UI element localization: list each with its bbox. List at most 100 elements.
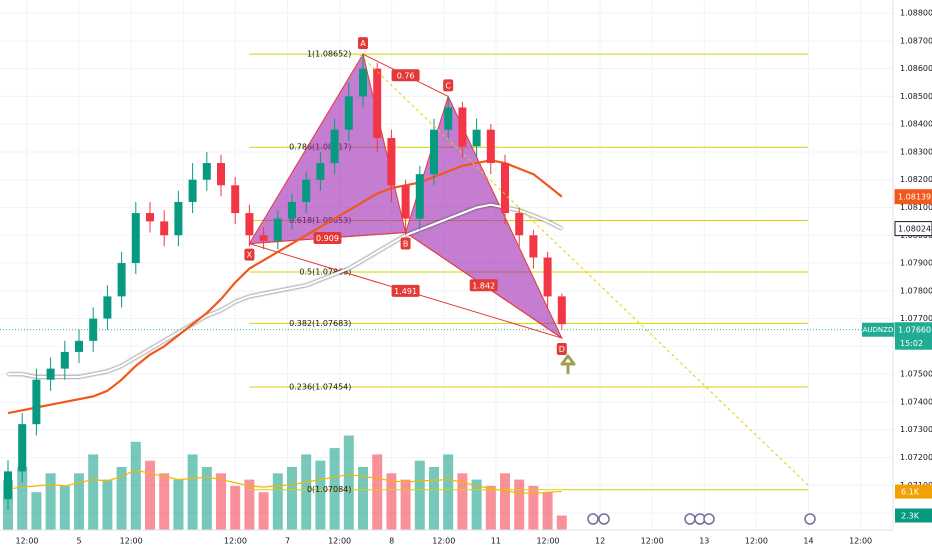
candle-body (288, 201, 296, 219)
candle-body (302, 179, 311, 202)
y-tick-label: 1.08300 (900, 147, 932, 156)
candle-body (18, 424, 27, 472)
volume-bar (400, 479, 411, 530)
event-icon (684, 513, 696, 525)
candle-body (146, 213, 154, 222)
event-icons (587, 513, 816, 525)
volume-bar (329, 448, 340, 530)
point-label: C (445, 81, 451, 90)
volume-bar (116, 467, 127, 530)
ratio-label: 1.491 (394, 287, 417, 296)
x-tick-label: 12:00 (15, 537, 38, 546)
x-tick-label: 12:00 (745, 537, 768, 546)
ratio-box (391, 284, 420, 297)
x-tick-label: 12:00 (432, 537, 455, 546)
event-icon (598, 513, 610, 525)
overlay: 0.909 0.76 1.842 1.491 X A B C D (0, 37, 893, 525)
volume-bar (471, 479, 482, 530)
candle-body (231, 185, 240, 214)
y-tick-label: 1.08800 (900, 9, 932, 18)
y-tick-label: 1.08200 (900, 175, 932, 184)
y-tick-label: 1.07900 (900, 259, 932, 268)
volume-bar (287, 467, 297, 530)
candle-body (557, 296, 566, 325)
candle-body (217, 163, 225, 186)
candle-body (131, 213, 140, 264)
volume-bar (45, 473, 56, 530)
volume-bar (301, 454, 312, 530)
y-tick-label: 1.08400 (900, 120, 932, 129)
candle-body (486, 129, 495, 164)
candle-body (430, 129, 438, 175)
volume-bar (485, 485, 496, 530)
candle-body (444, 107, 453, 130)
y-tick-label: 1.07300 (900, 425, 932, 434)
point-box (244, 248, 255, 261)
time-tag (895, 336, 932, 350)
price-tag (894, 221, 932, 237)
volume-bar (201, 467, 212, 530)
candle-body (415, 174, 424, 219)
x-tick-label: 12:00 (536, 537, 559, 546)
volume-bar (258, 492, 269, 530)
candle-body (273, 218, 282, 241)
moving-average (7, 159, 563, 415)
ratio-box (313, 232, 342, 245)
candle-body (259, 235, 268, 241)
y-tick-label: 1.07700 (900, 314, 932, 323)
volume-tag (895, 508, 932, 523)
event-icon (804, 513, 816, 525)
volume-bar (457, 473, 468, 530)
volume-bar (216, 473, 226, 530)
price-tag-label: 1.07660 (898, 326, 931, 335)
point-box (443, 79, 454, 92)
ratio-box (391, 69, 420, 82)
x-tick-label: 5 (77, 537, 82, 546)
fib-label: 0.382(1.07683) (289, 319, 351, 328)
volume-bar (386, 473, 397, 530)
volume-bar (443, 454, 454, 530)
candle-body (529, 235, 538, 258)
volume-tag-label: 2.3K (901, 512, 920, 521)
price-axis (893, 0, 932, 550)
harmonic-pattern (248, 52, 564, 340)
volume-bar (102, 479, 113, 530)
x-tick-label: 12:00 (641, 537, 664, 546)
fib-label: 1(1.08652) (307, 50, 351, 59)
volume-bar (230, 485, 241, 530)
candle-body (75, 340, 83, 352)
candle-body (174, 201, 183, 236)
x-tick-label: 12:00 (224, 537, 247, 546)
volume-bar (88, 454, 99, 530)
point-label: B (403, 240, 409, 249)
y-tick-label: 1.07800 (900, 286, 932, 295)
volume-bar (358, 467, 368, 530)
volume-tag-label: 6.1K (901, 488, 920, 497)
y-tick-label: 1.07500 (900, 370, 932, 379)
x-tick-label: 12 (595, 537, 605, 546)
x-tick-label: 11 (491, 537, 501, 546)
candle-body (515, 213, 524, 236)
candle-body (188, 179, 197, 202)
axes: 1.08800 1.08700 1.08600 1.08500 1.08400 1.083… (15, 9, 932, 546)
ratio-label: 0.909 (316, 234, 339, 243)
volume-bar (414, 460, 425, 530)
symbol-tag (862, 322, 894, 337)
candles (4, 54, 566, 511)
y-tick-label: 1.07400 (900, 397, 932, 406)
candle-body (4, 471, 12, 500)
volume-bar (59, 485, 70, 530)
point-box (400, 237, 411, 250)
time-label: 15:02 (900, 339, 923, 348)
event-icon (703, 513, 715, 525)
y-tick-label: 1.08600 (900, 64, 932, 73)
x-tick-label: 12:00 (120, 537, 143, 546)
fib-label: 0.5(1.07868) (299, 267, 351, 276)
candle-body (344, 96, 353, 130)
point-box (556, 343, 567, 356)
candle-body (501, 163, 509, 214)
ratio-label: 1.842 (472, 281, 495, 290)
volume-bar (145, 460, 155, 530)
